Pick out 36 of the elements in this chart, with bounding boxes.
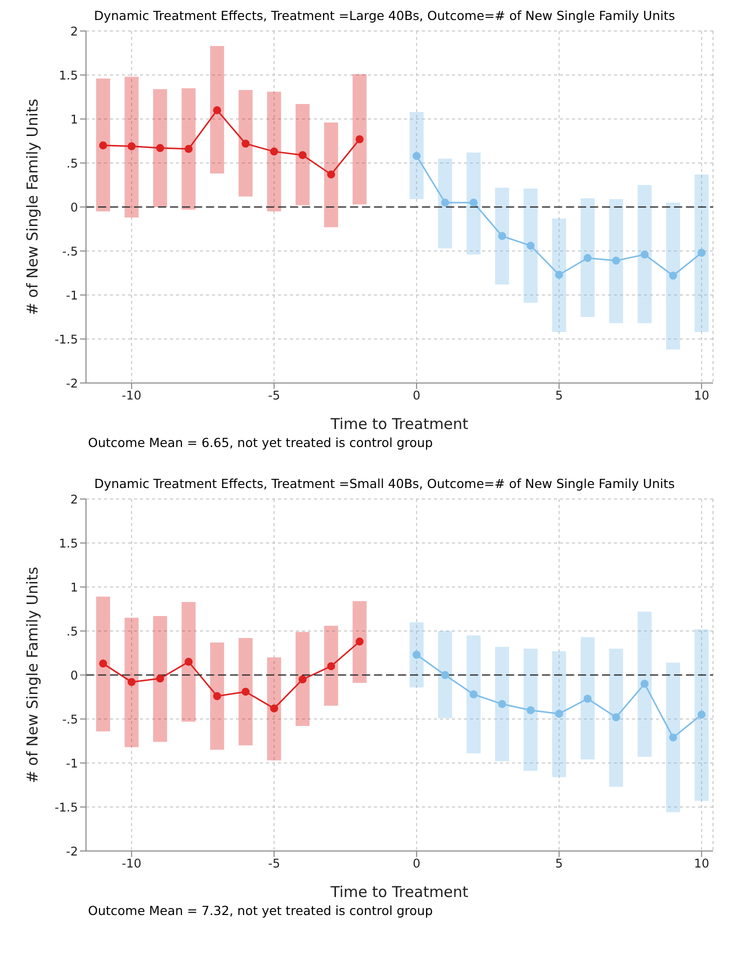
y-axis-title: # of New Single Family Units [23,98,42,316]
y-tick-label: 1 [70,112,78,126]
y-axis-title: # of New Single Family Units [23,566,42,784]
text: Outcome Mean = 6.65, not yet treated is control group [87,435,434,450]
text: Outcome Mean = 7.32, not yet treated is control group [87,903,434,918]
y-tick-label: -2 [66,844,78,858]
x-tick-label: 5 [555,388,563,403]
y-tick-label: .5 [66,624,78,638]
x-tick-label: 0 [412,388,420,403]
x-tick-label: 10 [694,856,710,871]
x-tick-label: -10 [122,856,142,871]
y-tick-label: 0 [70,200,78,214]
y-tick-label: -1.5 [54,332,78,346]
x-tick-label: 5 [555,856,563,871]
y-tick-label: -1 [66,288,78,302]
y-tick-label: -.5 [62,712,78,726]
x-tick-label: -5 [268,388,280,403]
y-tick-label: 1 [70,580,78,594]
y-tick-label: -1 [66,756,78,770]
x-tick-label: 0 [412,856,420,871]
y-tick-label: 2 [70,492,78,506]
x-tick-label: 10 [694,388,710,403]
chart-title: Dynamic Treatment Effects, Treatment =Small 40Bs, Outcome=# of New Single Family Units [93,476,676,491]
y-tick-label: -2 [66,376,78,390]
y-tick-label: 1.5 [58,68,78,82]
y-tick-label: -1.5 [54,800,78,814]
chart-title: Dynamic Treatment Effects, Treatment =Large 40Bs, Outcome=# of New Single Family Units [92,8,676,23]
x-axis-title: Time to Treatment [330,883,468,901]
x-tick-label: -10 [122,388,142,403]
x-axis-title: Time to Treatment [330,415,468,433]
y-tick-label: 1.5 [58,536,78,550]
y-tick-label: -.5 [62,244,78,258]
y-tick-label: 0 [70,668,78,682]
y-tick-label: .5 [66,156,78,170]
y-tick-label: 2 [70,24,78,38]
x-tick-label: -5 [268,856,280,871]
